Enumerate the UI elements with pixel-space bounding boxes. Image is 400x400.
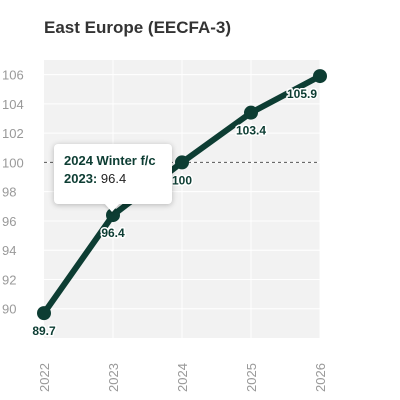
x-tick-label-2025: 2025 <box>244 363 259 392</box>
tooltip-arrow <box>104 203 120 212</box>
data-point-2024[interactable] <box>175 155 189 170</box>
y-tick-label-96: 96 <box>2 214 16 229</box>
x-tick-label-2024: 2024 <box>175 363 190 392</box>
x-tick-label-2022: 2022 <box>37 363 52 392</box>
data-label-2024: 100 <box>172 173 192 187</box>
y-tick-label-102: 102 <box>2 126 24 141</box>
data-label-2025: 103.4 <box>236 124 266 138</box>
y-tick-label-106: 106 <box>2 68 24 83</box>
x-tick-label-2023: 2023 <box>106 363 121 392</box>
data-point-2026[interactable] <box>313 69 327 84</box>
tooltip: 2024 Winter f/c 2023: 96.4 <box>54 144 172 204</box>
y-tick-label-98: 98 <box>2 185 16 200</box>
chart-title: East Europe (EECFA-3) <box>44 18 232 37</box>
data-point-2025[interactable] <box>244 105 258 120</box>
y-axis-ticks: 90 92 94 96 98 100 102 104 106 <box>2 68 24 317</box>
data-label-2022: 89.7 <box>32 324 56 338</box>
y-tick-label-100: 100 <box>2 155 24 170</box>
data-labels: 89.7 96.4 100 103.4 105.9 <box>31 86 319 340</box>
x-axis-ticks: 2022 2023 2024 2025 2026 <box>37 363 328 392</box>
tooltip-row-label: 2023: <box>64 171 98 186</box>
y-tick-label-94: 94 <box>2 243 16 258</box>
tooltip-row-value: 96.4 <box>100 171 127 186</box>
x-tick-label-2026: 2026 <box>313 363 328 392</box>
tooltip-title: 2024 Winter f/c <box>64 153 156 168</box>
data-label-2026: 105.9 <box>287 87 317 101</box>
y-tick-label-92: 92 <box>2 272 16 287</box>
tooltip-row: 2023: 96.4 <box>64 171 162 186</box>
data-label-2023: 96.4 <box>101 226 125 240</box>
y-tick-label-104: 104 <box>2 97 24 112</box>
y-tick-label-90: 90 <box>2 302 16 317</box>
data-point-2022[interactable] <box>37 306 51 321</box>
